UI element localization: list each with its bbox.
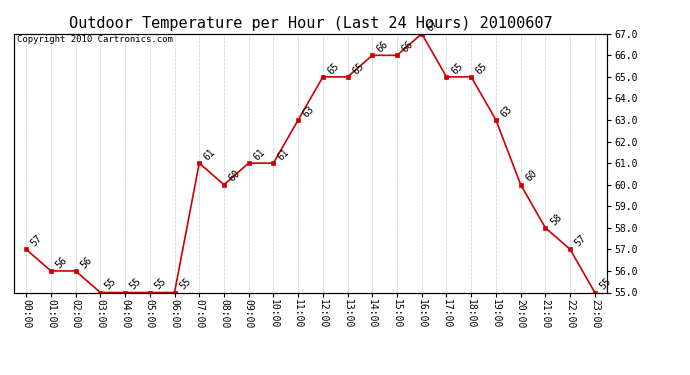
Text: 55: 55: [598, 276, 613, 292]
Text: 55: 55: [152, 276, 168, 292]
Text: 65: 65: [474, 61, 489, 76]
Title: Outdoor Temperature per Hour (Last 24 Hours) 20100607: Outdoor Temperature per Hour (Last 24 Ho…: [69, 16, 552, 31]
Text: 55: 55: [103, 276, 119, 292]
Text: 63: 63: [301, 104, 316, 119]
Text: 57: 57: [29, 233, 44, 249]
Text: 60: 60: [524, 168, 539, 184]
Text: 56: 56: [54, 255, 69, 270]
Text: 66: 66: [375, 39, 391, 54]
Text: 67: 67: [424, 18, 440, 33]
Text: 60: 60: [227, 168, 242, 184]
Text: 65: 65: [326, 61, 341, 76]
Text: 55: 55: [128, 276, 144, 292]
Text: Copyright 2010 Cartronics.com: Copyright 2010 Cartronics.com: [17, 35, 172, 44]
Text: 65: 65: [449, 61, 464, 76]
Text: 57: 57: [573, 233, 589, 249]
Text: 61: 61: [251, 147, 267, 162]
Text: 61: 61: [202, 147, 217, 162]
Text: 55: 55: [177, 276, 193, 292]
Text: 63: 63: [499, 104, 514, 119]
Text: 65: 65: [351, 61, 366, 76]
Text: 61: 61: [276, 147, 292, 162]
Text: 56: 56: [79, 255, 94, 270]
Text: 58: 58: [548, 211, 564, 227]
Text: 66: 66: [400, 39, 415, 54]
